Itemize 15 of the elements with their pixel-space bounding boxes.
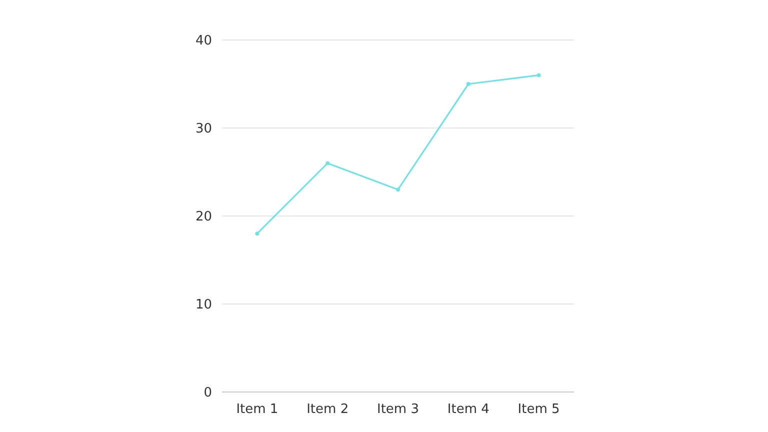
y-tick-label: 20 <box>195 210 212 225</box>
point <box>396 188 400 192</box>
x-tick-label: Item 1 <box>236 402 278 417</box>
x-tick-label: Item 4 <box>447 402 490 417</box>
y-tick-label: 30 <box>195 122 212 137</box>
x-tick-label: Item 2 <box>306 402 349 417</box>
point <box>255 232 260 236</box>
point <box>466 82 470 86</box>
y-tick-label: 40 <box>195 34 212 49</box>
y-tick-label: 10 <box>195 298 212 313</box>
y-tick-label: 0 <box>204 386 212 401</box>
x-tick-label: Item 5 <box>518 402 560 417</box>
x-tick-label: Item 3 <box>377 402 419 417</box>
point <box>536 73 541 78</box>
point <box>326 161 330 166</box>
